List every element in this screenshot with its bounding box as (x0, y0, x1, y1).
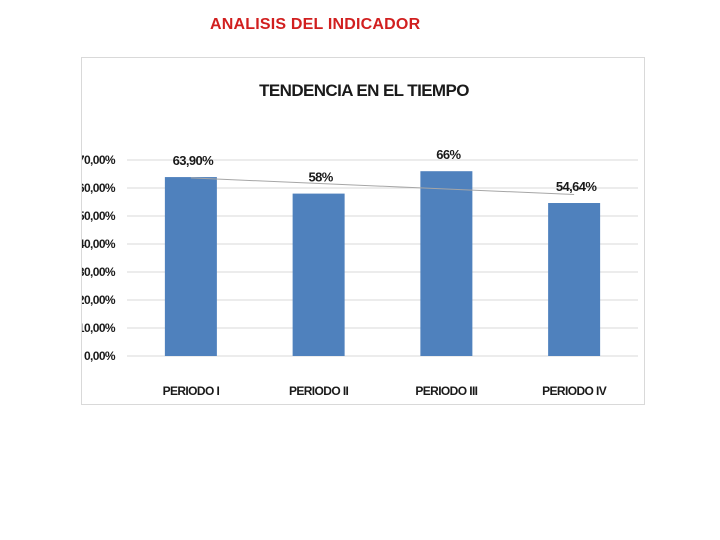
trendline-segment (190, 177, 575, 196)
bar-chart: TENDENCIA EN EL TIEMPO 0,00% 10,00% 20,00%… (82, 81, 638, 398)
y-tick-label: 20,00% (82, 293, 116, 307)
bars (164, 171, 601, 356)
y-tick-label: 40,00% (82, 237, 116, 251)
data-label: 54,64% (556, 179, 598, 194)
y-tick-label: 30,00% (82, 265, 116, 279)
bar (292, 193, 345, 356)
chart-area: TENDENCIA EN EL TIEMPO 0,00% 10,00% 20,00%… (81, 57, 645, 405)
bar (548, 203, 601, 356)
data-label: 63,90% (173, 153, 215, 168)
data-labels: 63,90% 58% 66% 54,64% (173, 147, 598, 194)
x-tick-label: PERIODO II (289, 384, 349, 398)
bar (420, 171, 473, 356)
data-label: 66% (436, 147, 461, 162)
y-tick-label: 60,00% (82, 181, 116, 195)
y-axis-ticks: 0,00% 10,00% 20,00% 30,00% 40,00% 50,00% 60,00… (82, 153, 117, 363)
y-tick-label: 0,00% (84, 349, 116, 363)
y-tick-label: 10,00% (82, 321, 116, 335)
y-tick-label: 50,00% (82, 209, 116, 223)
trendline (190, 177, 575, 196)
data-label: 58% (309, 170, 334, 185)
y-tick-label: 70,00% (82, 153, 116, 167)
bar (164, 177, 217, 356)
chart-title: TENDENCIA EN EL TIEMPO (259, 81, 469, 100)
slide-heading: ANALISIS DEL INDICADOR (210, 16, 421, 33)
x-tick-label: PERIODO III (415, 384, 477, 398)
x-axis-ticks: PERIODO I PERIODO II PERIODO III PERIODO IV (163, 384, 608, 398)
x-tick-label: PERIODO I (163, 384, 220, 398)
x-tick-label: PERIODO IV (542, 384, 607, 398)
